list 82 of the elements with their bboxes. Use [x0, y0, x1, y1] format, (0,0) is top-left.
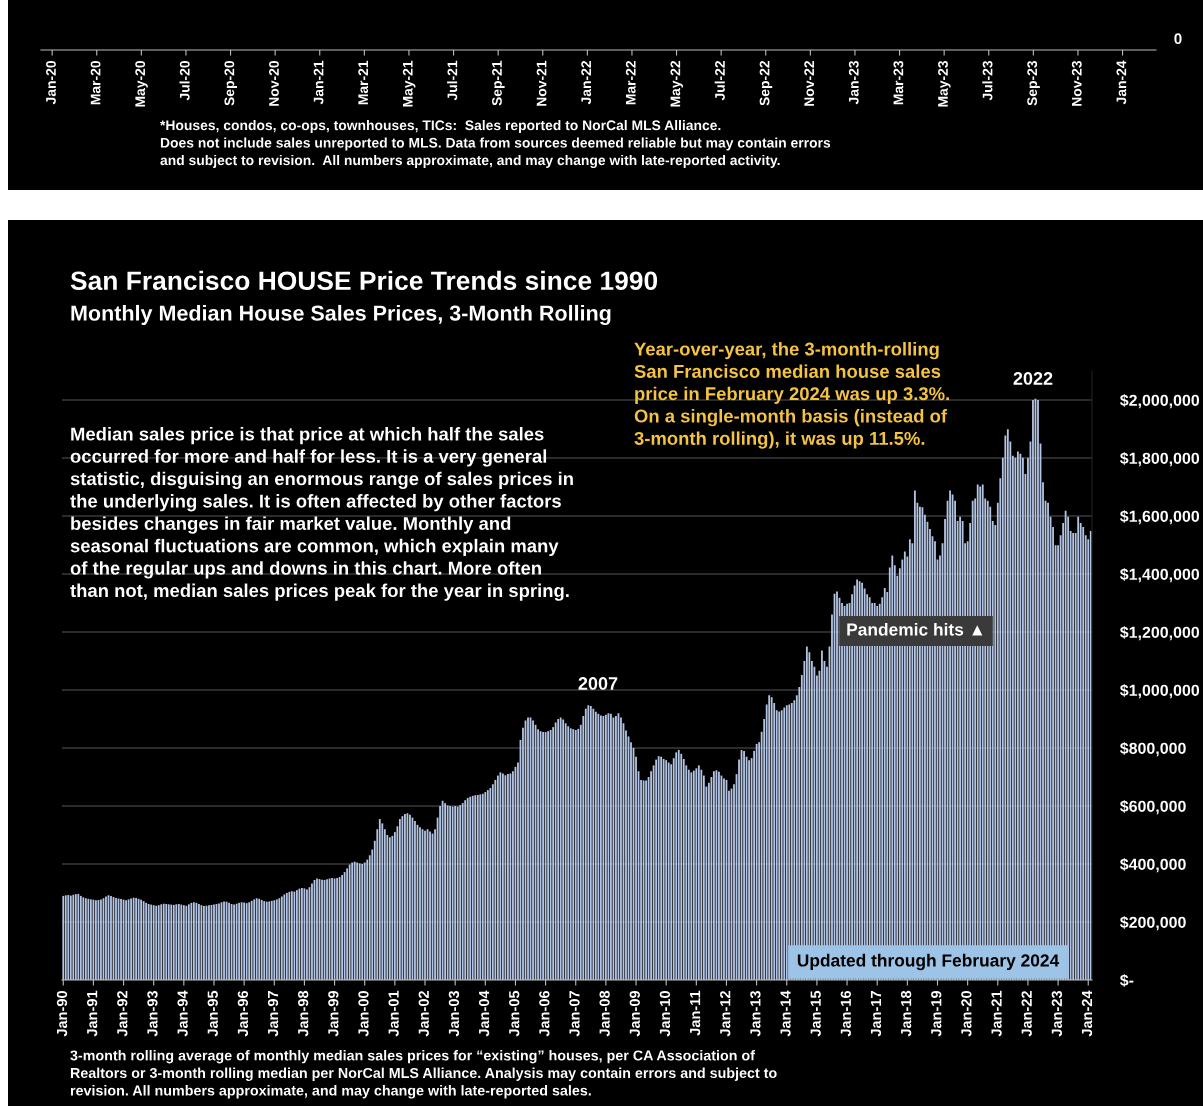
category-label: Nov-21 [536, 60, 547, 106]
category-label: Jan-20 [46, 60, 56, 105]
x-tick-label: Jan-94 [177, 990, 188, 1037]
category-label: Mar-21 [358, 60, 369, 105]
x-tick-label: Jan-01 [388, 990, 399, 1037]
x-tick-label: Jan-16 [840, 990, 851, 1037]
y-tick-label: $1,400,000 [1119, 567, 1200, 583]
x-tick-label: Jan-91 [86, 990, 98, 1037]
x-tick-label: Jan-06 [539, 990, 550, 1037]
category-label: Sep-22 [759, 60, 773, 106]
annotation: Median sales price is that price at which half the sales occurred for more and half for less. It is a very general statistic, disguising an enormous range of sales prices in the underlying sales. It is often affected by other factors besides changes in fair market value. Monthly and seasonal fluctuations are common, which explain many of the regular ups and downs in this chart. More often than not, median sales prices peak for the year in spring. [70, 427, 573, 601]
x-tick-label: Jan-11 [690, 990, 701, 1036]
x-tick-label: Jan-21 [991, 990, 1002, 1037]
x-tick-label: Jan-20 [961, 991, 972, 1037]
category-label: Jan-24 [1116, 60, 1127, 105]
category-label: May-20 [135, 60, 148, 107]
x-tick-label: Jan-03 [448, 990, 460, 1037]
category-label: Mar-22 [625, 60, 636, 105]
y-tick-label: $400,000 [1119, 857, 1186, 873]
x-tick-label: Jan-92 [117, 991, 128, 1037]
x-tick-label: Jan-10 [659, 991, 671, 1037]
x-tick-label: Jan-00 [358, 991, 369, 1037]
category-label: Jul-23 [982, 60, 993, 101]
x-tick-label: Jan-95 [207, 990, 218, 1037]
x-tick-label: Jan-04 [478, 990, 490, 1037]
x-tick-label: Jan-05 [509, 990, 520, 1037]
chart-subtitle: Monthly Median House Sales Prices, 3-Month Rolling [71, 304, 611, 326]
chart-title: San Francisco HOUSE Price Trends since 1990 [70, 270, 658, 291]
category-label: Nov-23 [1071, 60, 1082, 106]
x-tick-label: Jan-18 [900, 990, 912, 1037]
x-tick-label: Jan-14 [780, 990, 791, 1037]
category-label: Jul-22 [714, 60, 725, 101]
x-tick-label: Jan-22 [1021, 991, 1032, 1037]
annotation: 2022 [1013, 372, 1053, 385]
y-tick-label: $1,000,000 [1119, 683, 1200, 699]
category-label: Jul-20 [179, 60, 190, 101]
y-tick-label: $1,200,000 [1119, 625, 1200, 641]
x-tick-label: Jan-96 [237, 990, 249, 1037]
annotation: Updated through February 2024 [797, 953, 1060, 971]
x-tick-label: Jan-99 [328, 990, 339, 1037]
x-tick-label: Jan-23 [1051, 990, 1063, 1037]
x-tick-label: Jan-97 [267, 991, 279, 1037]
category-label: Jan-22 [581, 60, 592, 105]
category-label: Mar-23 [893, 60, 904, 105]
x-tick-label: Jan-19 [931, 990, 942, 1037]
text: 0 [1174, 33, 1182, 45]
x-tick-label: Jan-98 [298, 990, 309, 1037]
x-tick-label: Jan-02 [418, 991, 429, 1037]
text: 3-month rolling average of monthly median sales prices for “existing” houses, per CA Association of Realtors or 3-month rolling median per NorCal MLS Alliance. Analysis may contain errors and subject to revision. All numbers approximate, and may change with late-reported sales. [70, 1050, 777, 1099]
y-tick-label: $2,000,000 [1119, 393, 1200, 409]
x-tick-label: Jan-07 [569, 991, 580, 1037]
y-tick-label: $800,000 [1119, 741, 1186, 757]
category-label: Nov-22 [804, 60, 815, 106]
x-tick-label: Jan-15 [810, 990, 821, 1037]
annotation: Pandemic hits ▲ [847, 622, 983, 636]
y-tick-label: $1,600,000 [1119, 509, 1200, 525]
x-tick-label: Jan-09 [629, 990, 640, 1037]
category-label: Jan-23 [848, 60, 859, 105]
category-label: May-23 [938, 60, 951, 107]
x-tick-label: Jan-17 [870, 991, 882, 1037]
x-tick-label: Jan-90 [56, 991, 68, 1037]
annotation: Year-over-year, the 3-month-rolling San Francisco median house sales price in February 2024 was up 3.3%. On a single-month basis (instead of 3-month rolling), it was up 11.5%. [634, 342, 949, 449]
x-tick-label: Jan-24 [1081, 990, 1093, 1037]
x-tick-label: Jan-12 [720, 991, 731, 1037]
y-tick-label: $600,000 [1119, 799, 1186, 815]
y-tick-label: $1,800,000 [1119, 451, 1200, 467]
category-label: Sep-21 [492, 60, 505, 106]
category-label: May-22 [670, 60, 684, 107]
y-tick-label: $- [1119, 973, 1134, 987]
annotation: 2007 [578, 677, 618, 690]
x-tick-label: Jan-08 [599, 990, 610, 1037]
category-label: Jan-21 [313, 60, 324, 105]
category-label: Jul-21 [447, 60, 458, 101]
category-label: Sep-20 [224, 60, 238, 106]
x-tick-label: Jan-13 [750, 990, 761, 1037]
category-label: Nov-20 [269, 60, 279, 106]
text: *Houses, condos, co-ops, townhouses, TICs: Sales reported to NorCal MLS Alliance. Does not include sales unreported to MLS. Data from sources deemed reliable but may contain errors and subject to revision. All numbers approximate, and may change with late-reported activity. [160, 120, 831, 168]
category-label: Mar-20 [90, 60, 101, 105]
category-label: Sep-23 [1027, 60, 1040, 106]
x-tick-label: Jan-93 [147, 990, 158, 1037]
y-tick-label: $200,000 [1119, 915, 1186, 931]
category-label: May-21 [402, 60, 416, 107]
